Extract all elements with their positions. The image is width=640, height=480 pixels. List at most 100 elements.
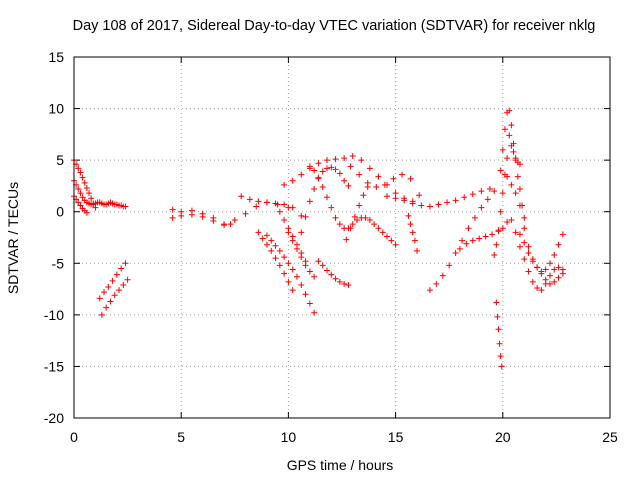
data-point	[281, 216, 288, 223]
data-point	[534, 264, 541, 271]
data-point	[409, 200, 416, 207]
data-point	[516, 243, 523, 250]
data-point	[407, 221, 414, 228]
series-arc-j	[255, 229, 296, 294]
data-point	[111, 292, 118, 299]
data-point	[390, 175, 397, 182]
series-arc-p	[315, 258, 352, 288]
data-point	[497, 167, 504, 174]
data-point	[349, 221, 356, 228]
data-point	[77, 169, 84, 176]
data-point	[281, 254, 288, 261]
series-arc-e	[98, 276, 131, 318]
data-point	[497, 353, 504, 360]
data-point	[315, 174, 322, 181]
data-point	[289, 287, 296, 294]
data-point	[399, 171, 406, 178]
data-point	[409, 229, 416, 236]
data-point	[469, 237, 476, 244]
x-axis-label: GPS time / hours	[287, 457, 394, 473]
data-point	[496, 340, 503, 347]
data-point	[435, 201, 442, 208]
data-point	[362, 214, 369, 221]
data-point	[546, 260, 553, 267]
data-point	[506, 132, 513, 139]
data-point	[411, 237, 418, 244]
data-point	[101, 289, 108, 296]
data-point	[306, 268, 313, 275]
data-point	[495, 326, 502, 333]
data-point	[109, 277, 116, 284]
data-point	[323, 194, 330, 201]
series-arc-g	[169, 211, 234, 229]
data-point	[169, 206, 176, 213]
series-arc-s	[384, 186, 493, 210]
data-point	[341, 155, 348, 162]
data-point	[456, 245, 463, 252]
data-point	[272, 200, 279, 207]
series-arc-n	[298, 164, 352, 236]
data-point	[401, 197, 408, 204]
data-point	[263, 232, 270, 239]
data-point	[238, 193, 245, 200]
data-point	[347, 163, 354, 170]
data-point	[293, 273, 300, 280]
data-point	[349, 153, 356, 160]
data-point	[336, 221, 343, 228]
data-point	[551, 252, 558, 259]
data-point	[510, 148, 517, 155]
data-point	[379, 229, 386, 236]
data-point	[375, 225, 382, 232]
data-point	[259, 235, 266, 242]
series-arc-l	[285, 229, 318, 280]
data-point	[551, 266, 558, 273]
data-point	[529, 278, 536, 285]
data-point	[452, 197, 459, 204]
data-point	[471, 214, 478, 221]
data-point	[276, 247, 283, 254]
data-point	[360, 192, 367, 199]
data-point	[356, 202, 363, 209]
data-point	[302, 262, 309, 269]
data-point	[75, 186, 82, 193]
data-point	[332, 156, 339, 163]
data-point	[446, 262, 453, 269]
data-point	[298, 254, 305, 261]
data-point	[426, 203, 433, 210]
data-point	[328, 271, 335, 278]
data-point	[392, 190, 399, 197]
data-point	[77, 190, 84, 197]
data-point	[272, 255, 279, 262]
data-point	[178, 212, 185, 219]
data-point	[332, 214, 339, 221]
data-point	[392, 241, 399, 248]
data-point	[298, 212, 305, 219]
data-point	[433, 280, 440, 287]
data-point	[516, 202, 523, 209]
data-point	[546, 280, 553, 287]
y-tick-label: 5	[56, 152, 64, 168]
data-point	[491, 188, 498, 195]
data-point	[306, 198, 313, 205]
data-point	[293, 245, 300, 252]
series-arc-z	[504, 173, 566, 275]
data-point	[491, 252, 498, 259]
x-tick-label: 25	[602, 429, 618, 445]
series-arc-t	[405, 212, 421, 254]
data-point	[306, 300, 313, 307]
data-point	[122, 260, 129, 267]
data-point	[559, 231, 566, 238]
data-point	[525, 243, 532, 250]
data-point	[83, 209, 90, 216]
series-arc-u	[426, 188, 498, 294]
grid-lines	[74, 57, 610, 418]
data-point	[508, 181, 515, 188]
data-point	[276, 262, 283, 269]
series-arc-i	[263, 232, 318, 316]
data-point	[345, 281, 352, 288]
data-point	[452, 249, 459, 256]
data-point	[298, 281, 305, 288]
data-point	[499, 146, 506, 153]
data-point	[512, 229, 519, 236]
data-point	[534, 285, 541, 292]
